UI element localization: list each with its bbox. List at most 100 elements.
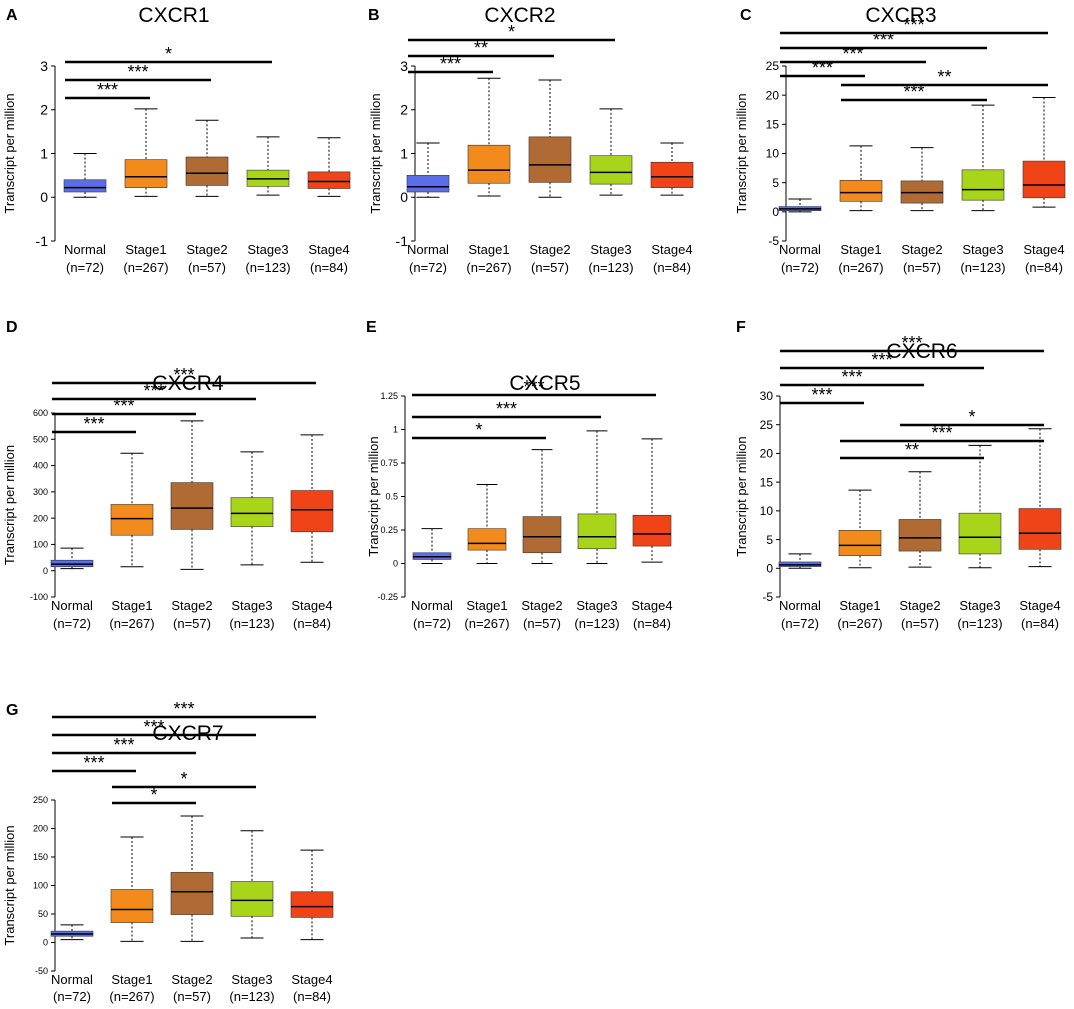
significance-label: ***	[143, 381, 164, 401]
x-tick-label: Normal	[407, 242, 449, 257]
x-count-label: (n=84)	[1025, 260, 1063, 275]
y-tick-label: 0	[772, 205, 779, 219]
panel-letter: C	[740, 7, 752, 24]
y-axis-label: Transcript per million	[368, 93, 383, 213]
y-tick-label: 400	[33, 461, 48, 471]
x-tick-label: Stage1	[125, 242, 166, 257]
x-count-label: (n=57)	[523, 616, 561, 631]
x-count-label: (n=84)	[293, 989, 331, 1004]
box-iqr	[110, 504, 154, 536]
box-stage4	[1018, 428, 1062, 568]
y-tick-label: -1	[396, 233, 409, 249]
y-tick-label: 25	[760, 418, 774, 432]
box-stage1	[124, 108, 168, 197]
y-tick-label: 150	[33, 852, 48, 862]
box-iqr	[522, 516, 562, 554]
box-iqr	[650, 161, 694, 188]
significance-label: ***	[496, 399, 517, 419]
y-tick-label: 600	[33, 408, 48, 418]
y-tick-label: 0.5	[385, 492, 398, 502]
box-iqr	[110, 889, 154, 923]
y-tick-label: 100	[33, 881, 48, 891]
y-axis-label: Transcript per million	[2, 445, 17, 565]
box-stage3	[958, 444, 1002, 569]
y-tick-label: -0.25	[377, 592, 398, 602]
panel-a: A CXCR1 -1 0 1 2 3 Transcript per million Normal…	[2, 4, 351, 275]
significance-label: ***	[873, 30, 894, 50]
x-count-label: (n=57)	[173, 989, 211, 1004]
y-tick-label: 0	[40, 189, 48, 205]
significance-label: ***	[871, 350, 892, 370]
x-tick-label: Stage3	[962, 242, 1003, 257]
box-iqr	[1022, 160, 1066, 199]
x-tick-label: Stage2	[171, 972, 212, 987]
significance-label: **	[905, 440, 919, 460]
y-tick-label: 1	[400, 145, 408, 161]
box-iqr	[170, 482, 214, 530]
box-stage4	[290, 434, 334, 563]
x-tick-label: Stage4	[1023, 242, 1064, 257]
x-count-label: (n=57)	[188, 260, 226, 275]
x-tick-label: Normal	[779, 598, 821, 613]
x-tick-label: Stage3	[590, 242, 631, 257]
box-stage1	[110, 836, 154, 942]
box-stage2	[170, 420, 214, 570]
y-tick-label: 100	[33, 540, 48, 550]
box-iqr	[898, 519, 942, 552]
x-tick-label: Stage4	[1019, 598, 1060, 613]
box-iqr	[632, 514, 672, 547]
chart-title: CXCR5	[509, 372, 580, 395]
significance-label: ***	[901, 333, 922, 353]
significance-label: *	[508, 22, 515, 42]
panel-d: DCXCR4-1000100200300400500600Transcript …	[2, 319, 334, 631]
x-tick-label: Stage4	[651, 242, 692, 257]
box-iqr	[839, 180, 883, 202]
box-iqr	[290, 490, 334, 533]
y-tick-label: 0.25	[380, 525, 398, 535]
x-tick-label: Stage1	[111, 598, 152, 613]
x-count-label: (n=84)	[633, 616, 671, 631]
x-count-label: (n=123)	[957, 616, 1002, 631]
y-tick-label: 10	[760, 504, 774, 518]
box-stage4	[1022, 97, 1066, 208]
y-tick-label: -100	[30, 592, 48, 602]
x-tick-label: Stage3	[231, 598, 272, 613]
box-normal	[50, 547, 94, 570]
x-count-label: (n=84)	[310, 260, 348, 275]
x-count-label: (n=267)	[838, 260, 883, 275]
box-iqr	[230, 497, 274, 527]
panel-b: B CXCR2 -1 0 1 2 3 Transcript per million Normal…	[368, 4, 694, 275]
box-stage1	[467, 77, 511, 197]
x-count-label: (n=84)	[1021, 616, 1059, 631]
chart-title: CXCR1	[138, 4, 209, 27]
box-stage2	[900, 147, 944, 212]
y-axis-label: Transcript per million	[734, 93, 749, 213]
y-tick-label: 5	[766, 533, 773, 547]
box-iqr	[307, 171, 351, 189]
significance-label: ***	[143, 717, 164, 737]
box-stage3	[230, 830, 274, 939]
box-normal	[50, 924, 94, 941]
x-count-label: (n=72)	[413, 616, 451, 631]
x-count-label: (n=57)	[903, 260, 941, 275]
x-count-label: (n=123)	[229, 616, 274, 631]
x-tick-label: Stage1	[466, 598, 507, 613]
y-tick-label: 500	[33, 434, 48, 444]
significance-label: ***	[97, 80, 118, 100]
box-stage1	[467, 483, 507, 564]
significance-label: ***	[173, 365, 194, 385]
y-tick-label: 30	[760, 389, 774, 403]
significance-label: ***	[113, 735, 134, 755]
y-tick-label: 15	[766, 118, 780, 132]
x-tick-label: Stage4	[631, 598, 672, 613]
box-stage1	[838, 489, 882, 569]
box-stage4	[632, 438, 672, 563]
box-normal	[778, 553, 822, 569]
x-tick-label: Stage2	[521, 598, 562, 613]
x-count-label: (n=267)	[466, 260, 511, 275]
y-tick-label: 3	[40, 58, 48, 74]
box-stage4	[307, 137, 351, 197]
box-iqr	[589, 155, 633, 185]
y-tick-label: 20	[766, 88, 780, 102]
